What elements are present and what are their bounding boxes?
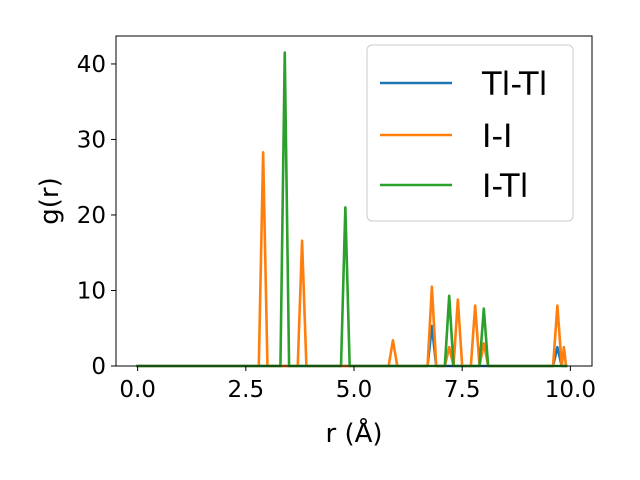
series-line-tl-tl — [136, 324, 568, 368]
y-tick-label: 40 — [77, 52, 106, 78]
y-axis-ticks: 0 10 20 30 40 — [77, 52, 116, 380]
x-tick-label: 5.0 — [336, 377, 373, 403]
y-axis-label: g(r) — [35, 177, 65, 224]
x-axis-ticks: 0.0 2.5 5.0 7.5 10.0 — [119, 366, 596, 403]
x-tick-label: 0.0 — [119, 377, 156, 403]
legend-entry-label: I-I — [482, 117, 512, 155]
x-axis-label: r (Å) — [325, 417, 382, 449]
legend-box — [366, 44, 574, 222]
x-tick-label: 7.5 — [444, 377, 481, 403]
y-tick-label: 20 — [77, 203, 106, 229]
y-tick-label: 0 — [91, 354, 106, 380]
legend-entry-label: Tl-Tl — [481, 65, 547, 103]
legend: Tl-Tl I-I I-Tl — [366, 44, 574, 222]
x-tick-label: 10.0 — [545, 377, 596, 403]
legend-entry-label: I-Tl — [482, 167, 528, 205]
y-tick-label: 30 — [77, 127, 106, 153]
y-tick-label: 10 — [77, 278, 106, 304]
x-tick-label: 2.5 — [228, 377, 265, 403]
